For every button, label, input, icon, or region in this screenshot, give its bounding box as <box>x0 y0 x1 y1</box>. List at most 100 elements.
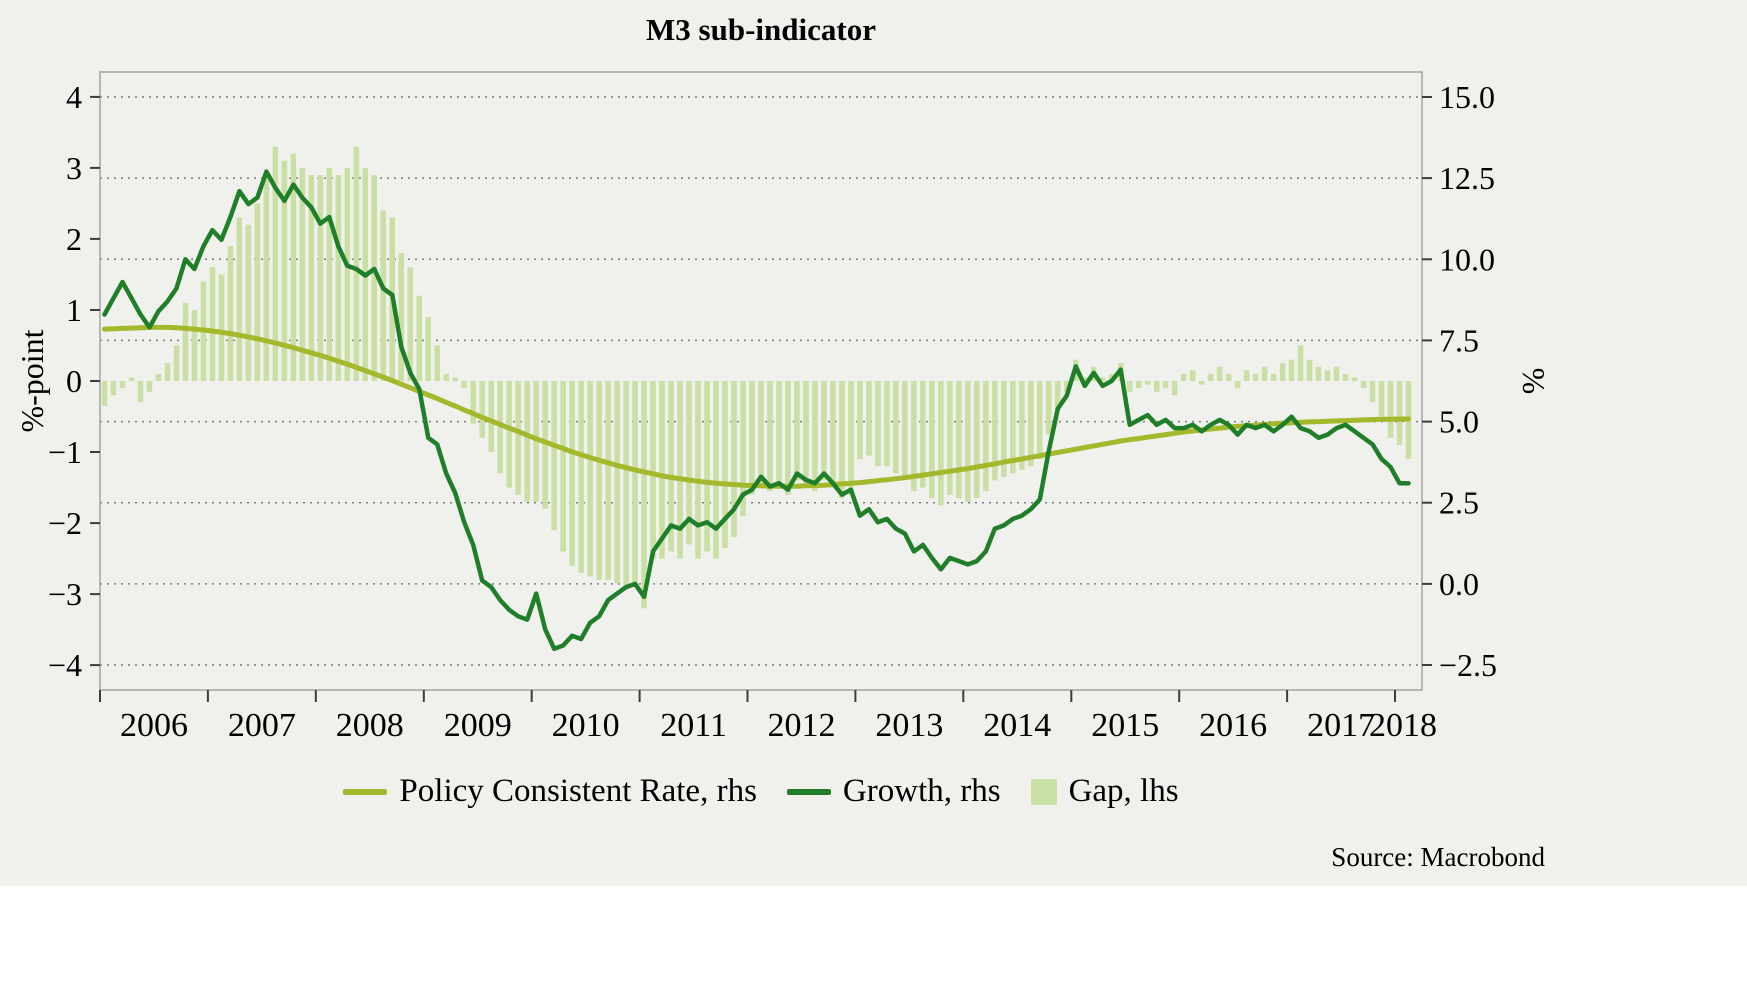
gap-bar <box>893 381 899 474</box>
gap-bar <box>821 381 827 481</box>
gap-bar <box>1396 381 1403 445</box>
gap-bar <box>659 381 665 559</box>
right-axis-tick-label: 5.0 <box>1439 404 1479 440</box>
gap-bar <box>1001 381 1007 477</box>
gap-bar <box>947 381 953 495</box>
gap-bar <box>776 381 782 488</box>
gap-bar <box>1145 381 1151 385</box>
gap-bar <box>785 381 791 495</box>
gap-bar <box>1010 381 1016 474</box>
gap-bar <box>416 295 422 381</box>
gap-bar <box>794 381 800 481</box>
right-axis-tick-label: 2.5 <box>1439 485 1479 521</box>
gap-bar <box>677 381 683 559</box>
gap-bar <box>146 381 153 392</box>
gap-bar <box>308 175 315 381</box>
gap-bar <box>1315 366 1322 381</box>
gap-bar <box>119 381 126 389</box>
gap-bar <box>812 381 818 492</box>
gap-bar <box>749 381 755 495</box>
gap-bar <box>353 146 360 381</box>
gap-bar <box>884 381 890 467</box>
gap-bar <box>1243 370 1250 381</box>
legend-item-policy: Policy Consistent Rate, rhs <box>343 773 757 810</box>
gap-bar <box>992 381 998 481</box>
policy-swatch <box>343 788 388 795</box>
left-axis-tick-label: 3 <box>66 150 82 186</box>
gap-bar <box>542 381 548 509</box>
gap-bar <box>614 381 620 584</box>
gap-bar <box>182 302 189 381</box>
gap-bar <box>1019 381 1025 470</box>
gap-bar <box>1324 370 1331 381</box>
gap-bar <box>803 381 809 488</box>
gap-bar <box>452 377 458 381</box>
gap-bar <box>1028 381 1034 467</box>
gap-bar <box>173 345 180 381</box>
x-axis-year-label: 2018 <box>1369 707 1437 744</box>
x-axis-year-label: 2013 <box>875 707 943 744</box>
left-axis-tick-label: −4 <box>48 647 82 683</box>
left-axis-tick-label: 2 <box>66 221 82 257</box>
gap-bar <box>1127 381 1133 392</box>
x-axis-year-label: 2012 <box>768 707 836 744</box>
gap-bar <box>317 175 324 381</box>
gap-bar <box>758 381 764 488</box>
gap-bar <box>560 381 566 552</box>
gap-bar <box>407 267 413 381</box>
chart-frame: M3 sub-indicator %-point % 4 3 2 1 0 −1 −2 −3 −4… <box>0 0 1747 886</box>
growth-line <box>102 169 1411 652</box>
left-axis-tick-label: −2 <box>48 505 82 541</box>
gap-bar <box>1037 381 1043 460</box>
gap-bar <box>1270 373 1277 381</box>
gap-bar <box>272 146 279 381</box>
gap-bar <box>191 310 198 381</box>
gap-bar <box>380 210 386 381</box>
gap-bar <box>1360 381 1367 389</box>
right-axis-tick-label: 0.0 <box>1439 566 1479 602</box>
gap-bar <box>1198 381 1205 385</box>
gap-bar <box>641 381 647 609</box>
legend-item-gap: Gap, lhs <box>1030 773 1179 810</box>
policy-rate-line <box>102 324 1411 489</box>
gap-bar <box>524 381 530 502</box>
gap-bar <box>1154 381 1160 392</box>
x-axis-year-label: 2006 <box>120 707 188 744</box>
gap-bar <box>461 381 467 389</box>
gap-bar <box>983 381 989 492</box>
gap-bar <box>857 381 863 460</box>
gap-bar <box>1261 366 1268 381</box>
left-axis-tick-label: 0 <box>66 363 82 399</box>
gap-bar <box>209 267 216 381</box>
chart-title: M3 sub-indicator <box>646 12 876 47</box>
gap-bar <box>596 381 602 580</box>
gap-bar <box>1279 363 1286 381</box>
gap-bar <box>245 224 252 381</box>
left-axis-tick-label: −1 <box>48 434 82 470</box>
gap-bar <box>236 217 243 381</box>
gap-bar <box>443 373 449 381</box>
gap-bar <box>911 381 917 492</box>
gap-bar <box>470 381 476 424</box>
gap-bar <box>704 381 710 552</box>
gap-bar <box>1387 381 1394 438</box>
x-axis-year-label: 2009 <box>444 707 512 744</box>
gap-bar <box>686 381 692 545</box>
gap-bar <box>227 246 234 381</box>
gap-bar <box>155 373 162 381</box>
gap-bar <box>1333 366 1340 381</box>
gap-bar <box>695 381 701 559</box>
gap-swatch <box>1030 778 1057 805</box>
gap-bar <box>335 175 342 381</box>
gap-bar <box>164 363 171 381</box>
gap-bar <box>488 381 494 452</box>
growth-swatch <box>786 788 831 795</box>
right-axis-tick-label: 7.5 <box>1439 322 1479 358</box>
gap-bar <box>506 381 512 488</box>
gap-bar <box>713 381 719 559</box>
right-axis-tick-label: 12.5 <box>1439 160 1495 196</box>
gap-bar <box>650 381 656 559</box>
gap-bar <box>830 381 836 488</box>
left-axis-tick-label: −3 <box>48 576 82 612</box>
gap-bar <box>551 381 557 531</box>
